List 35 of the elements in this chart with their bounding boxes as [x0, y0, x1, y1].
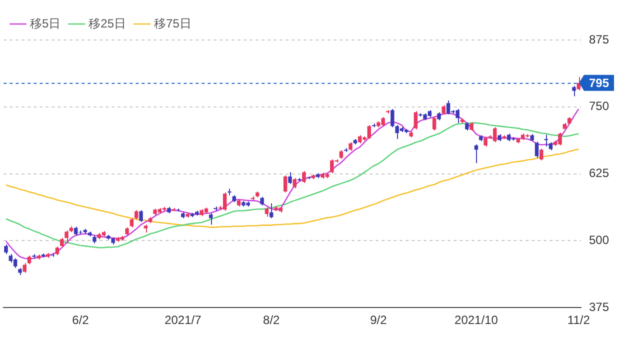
legend-label: 移5日: [30, 16, 61, 30]
candlestick: [414, 110, 418, 130]
candlestick: [4, 244, 8, 255]
candlestick: [302, 170, 306, 184]
candlestick: [139, 210, 143, 222]
x-tick-label: 11/2: [567, 313, 590, 328]
x-tick-label: 2021/7: [164, 313, 202, 328]
candlestick: [50, 253, 54, 258]
y-tick-label: 750: [588, 99, 610, 114]
candlestick: [13, 258, 18, 268]
legend-label: 移25日: [88, 16, 126, 30]
candlestick: [432, 116, 436, 131]
y-tick-label: 875: [588, 32, 610, 46]
candlestick: [572, 86, 576, 97]
candlestick: [292, 178, 297, 189]
candlestick: [540, 148, 544, 161]
candlestick: [492, 126, 497, 143]
candlestick: [288, 172, 292, 184]
x-tick-label: 6/2: [72, 313, 90, 328]
candlestick: [442, 104, 446, 115]
x-tick-label: 8/2: [263, 313, 280, 328]
candlestick: [60, 238, 64, 248]
y-tick-label: 375: [588, 300, 610, 314]
candlestick: [222, 192, 227, 212]
candlestick: [390, 108, 394, 128]
candlestick: [283, 174, 288, 194]
x-tick-label: 2021/10: [454, 313, 498, 328]
y-tick-label: 500: [588, 233, 610, 248]
ref-line-label: 795: [588, 76, 610, 90]
x-tick-label: 9/2: [370, 313, 388, 328]
candlestick: [534, 141, 539, 158]
candlestick: [264, 207, 269, 218]
legend-label: 移75日: [154, 16, 192, 30]
candlestick: [544, 134, 548, 148]
y-tick-label: 625: [588, 166, 610, 180]
